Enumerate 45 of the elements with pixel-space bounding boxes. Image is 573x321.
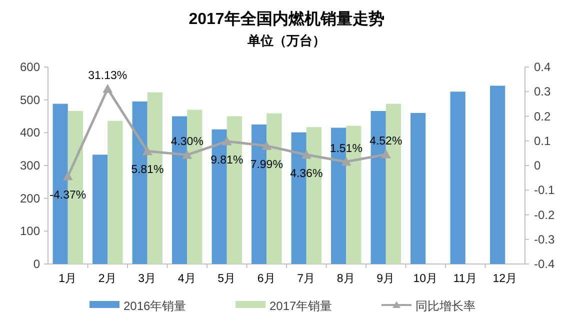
x-tick-label: 9月 <box>376 272 396 285</box>
data-label: -4.37% <box>50 189 86 202</box>
data-label: 9.81% <box>210 154 244 166</box>
x-tick-label: 8月 <box>336 272 356 285</box>
y2-tick-label: 0.3 <box>534 84 552 99</box>
x-tick-label: 12月 <box>492 272 518 285</box>
data-label: 31.13% <box>88 70 128 82</box>
y-tick-label: 400 <box>20 126 40 140</box>
x-tick-label: 7月 <box>297 272 316 285</box>
y-tick-label: 500 <box>20 92 40 107</box>
y2-tick-label: 0.4 <box>534 60 552 74</box>
x-tick-label: 10月 <box>413 272 438 285</box>
x-tick-label: 1月 <box>58 272 78 285</box>
x-tick-label: 5月 <box>218 272 236 285</box>
x-tick-label: 6月 <box>257 272 276 285</box>
data-label: 5.81% <box>131 164 164 176</box>
y-tick-label: 100 <box>20 224 40 238</box>
x-tick-label: 3月 <box>138 272 157 285</box>
x-tick-label: 11月 <box>453 272 478 285</box>
legend-label: 2016年销量 <box>124 299 186 313</box>
y2-tick-label: 0.1 <box>534 134 552 148</box>
title: 2017年全国内燃机销量走势 <box>188 11 384 28</box>
y2-tick-label: -0.3 <box>534 232 556 246</box>
data-label: 7.99% <box>250 158 283 171</box>
y-tick-label: 600 <box>20 60 40 74</box>
data-label: 1.51% <box>330 142 362 155</box>
y2-tick-label: -0.4 <box>534 257 556 271</box>
legend-label: 同比增长率 <box>416 299 476 313</box>
legend-item: 同比增长率 <box>382 299 476 313</box>
y-tick-label: 0 <box>33 257 40 271</box>
data-label: 4.52% <box>370 135 402 148</box>
data-label: 4.36% <box>290 168 323 180</box>
subtitle: 单位（万台） <box>248 33 326 48</box>
legend-item: 2016年销量 <box>90 299 186 313</box>
y2-tick-label: -0.2 <box>534 208 556 222</box>
legend-item: 2017年销量 <box>236 299 332 313</box>
y2-tick-label: -0.1 <box>534 183 556 198</box>
y-tick-label: 200 <box>20 191 40 206</box>
y2-tick-label: 0 <box>534 158 541 172</box>
y-tick-label: 300 <box>20 158 40 172</box>
legend-label: 2017年销量 <box>270 299 332 313</box>
x-tick-label: 4月 <box>178 272 196 285</box>
data-label: 4.30% <box>170 136 204 148</box>
x-tick-label: 2月 <box>98 272 117 285</box>
y2-tick-label: 0.2 <box>534 109 552 124</box>
